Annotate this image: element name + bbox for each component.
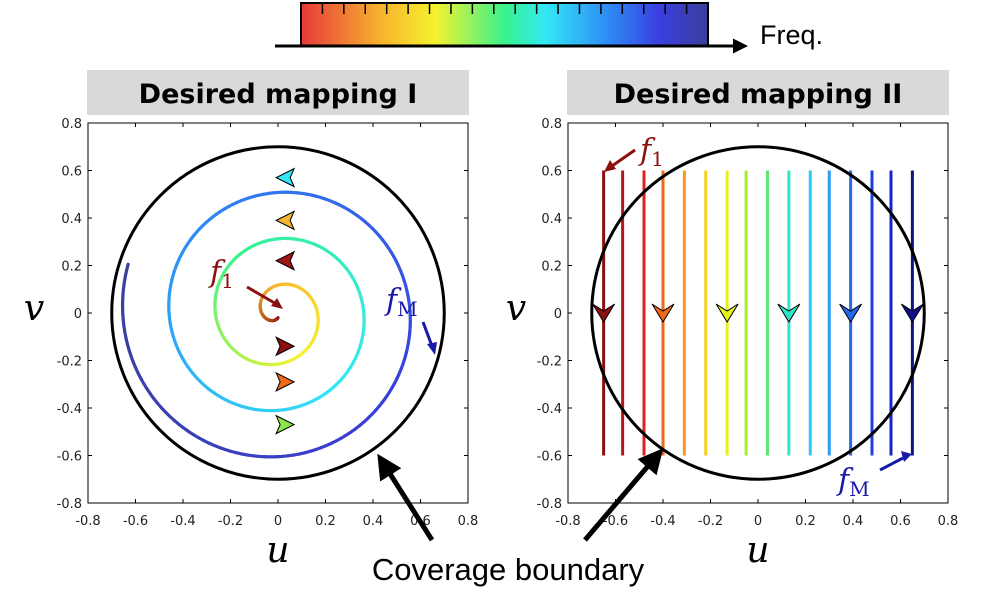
x-tick-label: -0.6 xyxy=(603,514,628,529)
x-tick-label: -0.4 xyxy=(650,514,675,529)
direction-chevron xyxy=(275,336,296,357)
panel-2-title: Desired mapping II xyxy=(614,79,903,110)
x-tick-label: -0.8 xyxy=(555,514,580,529)
x-tick-label: 0.4 xyxy=(363,514,384,529)
direction-chevron xyxy=(839,303,863,323)
direction-chevron xyxy=(275,210,296,231)
panel-2-title-box: Desired mapping II xyxy=(567,70,949,115)
panel-1-ticks: -0.8-0.6-0.4-0.200.20.40.60.80.80.60.40.… xyxy=(57,117,479,529)
x-tick-label: 0.2 xyxy=(315,514,336,529)
x-tick-label: 0.6 xyxy=(890,514,911,529)
x-tick-label: -0.2 xyxy=(218,514,243,529)
direction-chevron xyxy=(275,250,296,271)
y-tick-label: 0.8 xyxy=(541,117,562,132)
direction-chevron xyxy=(275,414,296,435)
y-tick-label: 0.8 xyxy=(61,117,82,132)
y-tick-label: -0.4 xyxy=(57,402,82,417)
panel-1-spiral xyxy=(120,190,412,459)
direction-chevron xyxy=(592,303,616,323)
x-tick-label: 0 xyxy=(754,514,762,529)
panel-2-annotation-fM: fM xyxy=(836,451,912,501)
y-tick-label: -0.2 xyxy=(57,355,82,370)
panel-1-direction-markers xyxy=(275,167,296,435)
panel-1-xlabel: u xyxy=(266,530,289,571)
panel-1-ylabel: v xyxy=(24,288,44,329)
panel-2-xlabel: u xyxy=(746,530,769,571)
panel-1-coverage-boundary xyxy=(110,145,446,481)
y-tick-label: -0.6 xyxy=(57,450,82,465)
y-tick-label: 0.2 xyxy=(541,260,562,275)
panel-1-title-box: Desired mapping I xyxy=(87,70,469,115)
colorbar: Freq. xyxy=(275,2,823,54)
y-tick-label: 0.4 xyxy=(541,212,562,227)
colorbar-gradient xyxy=(300,2,709,47)
panel-2-plot: -0.8 -0.6 -0.4 -0.2 0 0.2 0.4 0.6 0.8 0.8 0.6 0.4 0.… xyxy=(506,117,959,571)
panel-1-plot: -0.8-0.6-0.4-0.200.20.40.60.80.80.60.40.… xyxy=(24,117,479,571)
panel-1-annotation-f1: f1 xyxy=(208,255,283,309)
x-tick-label: 0.8 xyxy=(938,514,959,529)
y-tick-label: -0.8 xyxy=(537,497,562,512)
x-tick-label: -0.4 xyxy=(170,514,195,529)
panel-2-ylabel: v xyxy=(506,288,526,329)
direction-chevron xyxy=(275,167,296,188)
panel-1-title: Desired mapping I xyxy=(139,79,418,110)
direction-chevron xyxy=(900,303,924,323)
x-tick-label: -0.8 xyxy=(75,514,100,529)
x-tick-label: 0.2 xyxy=(795,514,816,529)
y-tick-label: -0.4 xyxy=(537,402,562,417)
y-tick-label: 0.6 xyxy=(541,165,562,180)
x-tick-label: -0.2 xyxy=(698,514,723,529)
colorbar-ticks xyxy=(321,3,688,14)
x-tick-label: 0.8 xyxy=(458,514,479,529)
y-tick-label: -0.2 xyxy=(537,355,562,370)
panel-1-axes-box xyxy=(87,122,469,504)
panel-2-axes-box xyxy=(567,122,949,504)
x-tick-label: 0.4 xyxy=(843,514,864,529)
direction-chevron xyxy=(275,371,296,392)
pointer-to-boundary-2 xyxy=(583,448,664,542)
direction-chevron xyxy=(651,303,675,323)
y-tick-label: 0.4 xyxy=(61,212,82,227)
y-tick-label: 0 xyxy=(554,307,562,322)
y-tick-label: 0.2 xyxy=(61,260,82,275)
y-tick-label: 0.6 xyxy=(61,165,82,180)
x-tick-label: -0.6 xyxy=(123,514,148,529)
coverage-boundary-label: Coverage boundary xyxy=(372,552,645,587)
x-tick-label: 0 xyxy=(274,514,282,529)
panel-2-direction-markers xyxy=(592,303,924,323)
frequency-label: Freq. xyxy=(760,20,823,50)
y-tick-label: -0.8 xyxy=(57,497,82,512)
y-tick-label: -0.6 xyxy=(537,450,562,465)
pointer-to-boundary-1 xyxy=(377,453,435,542)
panel-2-coverage-boundary xyxy=(590,145,926,481)
coverage-boundary-callout: Coverage boundary xyxy=(372,448,664,587)
panel-2-ticks: -0.8 -0.6 -0.4 -0.2 0 0.2 0.4 0.6 0.8 0.8 0.6 0.4 0.… xyxy=(537,117,959,529)
spiral-segment xyxy=(124,262,130,272)
direction-chevron xyxy=(777,303,801,323)
direction-chevron xyxy=(715,303,739,323)
y-tick-label: 0 xyxy=(74,307,82,322)
